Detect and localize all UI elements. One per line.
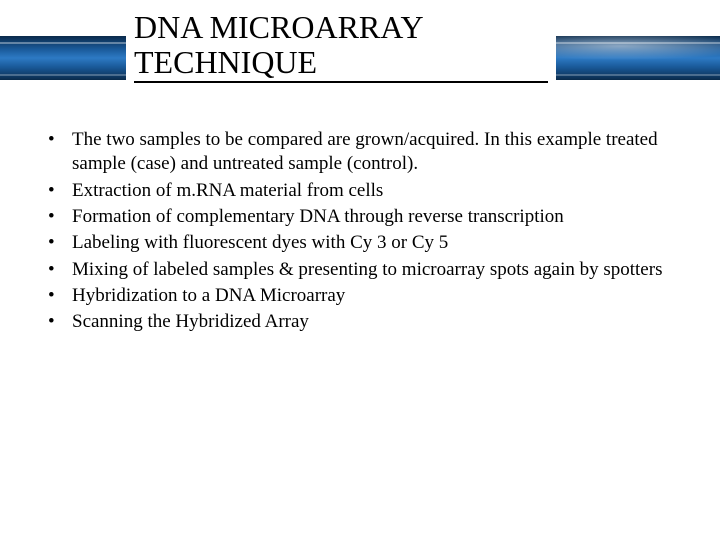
list-item: Mixing of labeled samples & presenting t…: [38, 258, 686, 282]
list-item: The two samples to be compared are grown…: [38, 128, 686, 177]
header-band: DNA MICROARRAY TECHNIQUE: [0, 0, 720, 108]
slide-title: DNA MICROARRAY TECHNIQUE: [134, 10, 548, 79]
title-box: DNA MICROARRAY TECHNIQUE: [126, 6, 556, 89]
content-area: The two samples to be compared are grown…: [38, 128, 686, 337]
bullet-list: The two samples to be compared are grown…: [38, 128, 686, 335]
list-item: Extraction of m.RNA material from cells: [38, 179, 686, 203]
title-underline: [134, 81, 548, 83]
list-item: Formation of complementary DNA through r…: [38, 205, 686, 229]
list-item: Labeling with fluorescent dyes with Cy 3…: [38, 231, 686, 255]
list-item: Scanning the Hybridized Array: [38, 310, 686, 334]
list-item: Hybridization to a DNA Microarray: [38, 284, 686, 308]
